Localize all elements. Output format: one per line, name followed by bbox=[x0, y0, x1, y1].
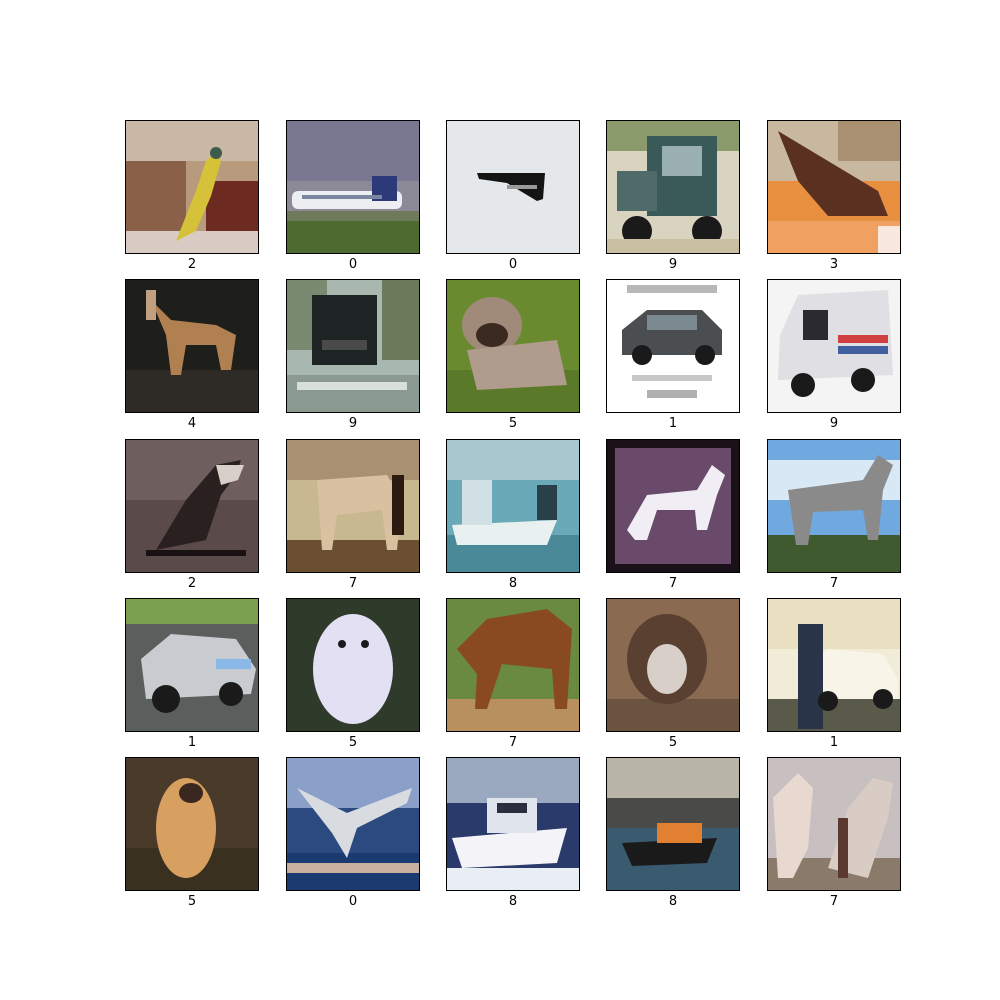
image-label: 8 bbox=[668, 894, 678, 909]
grid-cell: 2 bbox=[125, 120, 259, 272]
image-label: 1 bbox=[668, 416, 678, 431]
ship-image bbox=[606, 757, 740, 891]
image-label: 5 bbox=[348, 735, 358, 750]
ship-image bbox=[446, 439, 580, 573]
grid-cell: 8 bbox=[446, 757, 580, 909]
grid-cell: 5 bbox=[446, 279, 580, 431]
truck-image bbox=[606, 120, 740, 254]
airplane-image bbox=[446, 120, 580, 254]
horse-image bbox=[446, 598, 580, 732]
image-label: 7 bbox=[348, 576, 358, 591]
bird-image bbox=[125, 120, 259, 254]
deer-image bbox=[125, 279, 259, 413]
image-label: 7 bbox=[508, 735, 518, 750]
grid-cell: 7 bbox=[606, 439, 740, 591]
dog-image bbox=[446, 279, 580, 413]
image-label: 7 bbox=[829, 894, 839, 909]
grid-cell: 4 bbox=[125, 279, 259, 431]
grid-cell: 8 bbox=[446, 439, 580, 591]
image-label: 0 bbox=[348, 257, 358, 272]
automobile-image bbox=[767, 598, 901, 732]
grid-cell: 9 bbox=[606, 120, 740, 272]
grid-cell: 1 bbox=[606, 279, 740, 431]
bird-image bbox=[125, 439, 259, 573]
grid-cell: 0 bbox=[446, 120, 580, 272]
grid-cell: 9 bbox=[286, 279, 420, 431]
image-label: 7 bbox=[829, 576, 839, 591]
image-label: 2 bbox=[187, 576, 197, 591]
image-label: 4 bbox=[187, 416, 197, 431]
dog-image bbox=[606, 598, 740, 732]
image-label: 3 bbox=[829, 257, 839, 272]
image-label: 7 bbox=[668, 576, 678, 591]
grid-cell: 7 bbox=[286, 439, 420, 591]
image-label: 8 bbox=[508, 894, 518, 909]
grid-cell: 1 bbox=[125, 598, 259, 750]
automobile-image bbox=[125, 598, 259, 732]
image-label: 0 bbox=[348, 894, 358, 909]
image-label: 9 bbox=[348, 416, 358, 431]
dog-image bbox=[286, 598, 420, 732]
truck-image bbox=[286, 279, 420, 413]
image-label: 9 bbox=[668, 257, 678, 272]
grid-cell: 9 bbox=[767, 279, 901, 431]
ship-image bbox=[446, 757, 580, 891]
horse-image bbox=[767, 757, 901, 891]
grid-cell: 0 bbox=[286, 120, 420, 272]
image-label: 1 bbox=[187, 735, 197, 750]
airplane-image bbox=[286, 120, 420, 254]
grid-cell: 5 bbox=[606, 598, 740, 750]
grid-cell: 5 bbox=[286, 598, 420, 750]
truck-image bbox=[767, 279, 901, 413]
image-label: 8 bbox=[508, 576, 518, 591]
grid-cell: 8 bbox=[606, 757, 740, 909]
grid-cell: 2 bbox=[125, 439, 259, 591]
dog-image bbox=[125, 757, 259, 891]
image-label: 0 bbox=[508, 257, 518, 272]
grid-cell: 7 bbox=[767, 757, 901, 909]
horse-image bbox=[767, 439, 901, 573]
cat-image bbox=[767, 120, 901, 254]
image-label: 5 bbox=[508, 416, 518, 431]
image-label: 1 bbox=[829, 735, 839, 750]
airplane-image bbox=[286, 757, 420, 891]
grid-cell: 1 bbox=[767, 598, 901, 750]
grid-cell: 7 bbox=[767, 439, 901, 591]
grid-cell: 3 bbox=[767, 120, 901, 272]
image-label: 2 bbox=[187, 257, 197, 272]
horse-image bbox=[286, 439, 420, 573]
image-label: 5 bbox=[187, 894, 197, 909]
horse-image bbox=[606, 439, 740, 573]
automobile-image bbox=[606, 279, 740, 413]
grid-cell: 7 bbox=[446, 598, 580, 750]
image-label: 5 bbox=[668, 735, 678, 750]
grid-cell: 5 bbox=[125, 757, 259, 909]
grid-cell: 0 bbox=[286, 757, 420, 909]
image-label: 9 bbox=[829, 416, 839, 431]
